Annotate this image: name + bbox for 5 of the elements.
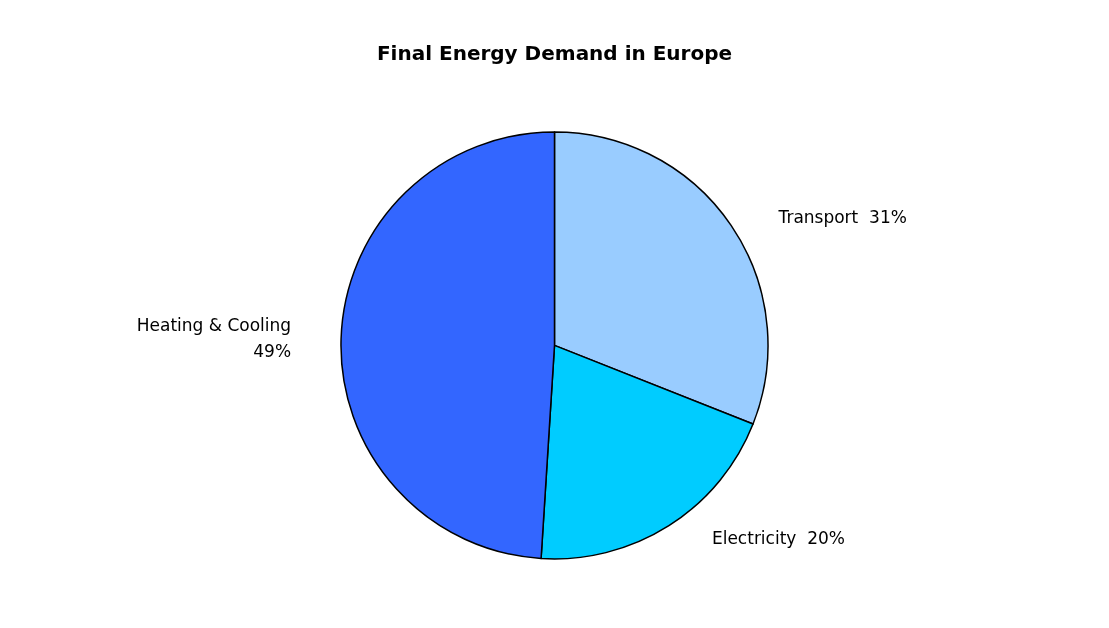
slice-label: Transport 31% bbox=[777, 206, 907, 227]
slice-label: Heating & Cooling bbox=[136, 315, 292, 336]
chart-title: Final Energy Demand in Europe bbox=[376, 41, 733, 65]
slice-label: Electricity 20% bbox=[711, 528, 845, 549]
data-label: 49% bbox=[253, 341, 292, 362]
